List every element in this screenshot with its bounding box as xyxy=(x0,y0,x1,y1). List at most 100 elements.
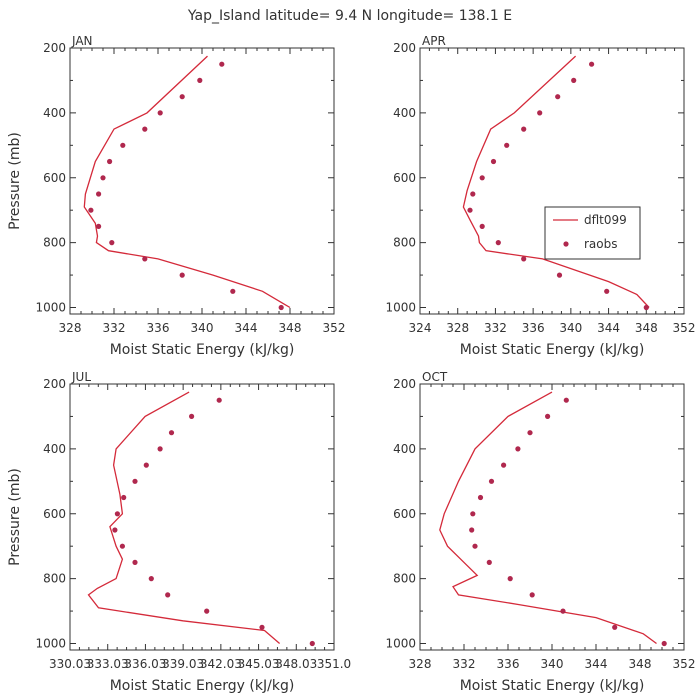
panel-jul-obs-point xyxy=(132,478,138,484)
panel-oct-obs-point xyxy=(469,527,475,533)
x-tick-label: 342.03 xyxy=(200,657,242,671)
panel-apr-obs-point xyxy=(495,240,501,246)
y-tick-label: 200 xyxy=(393,377,416,391)
legend-box xyxy=(544,206,641,260)
panel-jul-obs-point xyxy=(143,462,149,468)
panel-jan-obs-point xyxy=(230,288,236,294)
panel-oct-obs-point xyxy=(545,413,551,419)
panel-jul-obs-point xyxy=(189,413,195,419)
panel-jul-obs-point xyxy=(259,624,265,630)
x-tick-label: 340 xyxy=(559,321,582,335)
panel-apr-obs-point xyxy=(589,61,595,67)
y-tick-label: 200 xyxy=(43,41,66,55)
panel-oct-obs-point xyxy=(486,559,492,566)
panel-oct-obs-point xyxy=(560,608,566,614)
panel-jan-xlabel: Moist Static Energy (kJ/kg) xyxy=(110,342,295,358)
x-tick-label: 339.03 xyxy=(162,657,204,671)
panel-jan-frame xyxy=(69,47,335,315)
panel-jan-obs-point xyxy=(120,142,126,148)
y-tick-label: 1000 xyxy=(385,301,416,315)
y-tick-label: 200 xyxy=(43,377,66,391)
panel-jan-obs-point xyxy=(142,126,148,132)
panel-jan-obs-point xyxy=(100,175,106,181)
panel-jul-obs-point xyxy=(204,608,210,614)
panel-oct-obs-point xyxy=(507,576,513,582)
panel-oct-obs-point xyxy=(527,430,533,436)
x-tick-label: 348 xyxy=(629,657,652,671)
panel-jul-obs-point xyxy=(132,559,138,566)
y-tick-label: 200 xyxy=(393,41,416,55)
panel-jul-obs-point xyxy=(121,494,127,501)
panel-jan-obs-point xyxy=(142,256,148,262)
x-tick-label: 348.03 xyxy=(275,657,317,671)
x-tick-label: 336 xyxy=(497,657,520,671)
x-tick-label: 336.03 xyxy=(124,657,166,671)
panel-jan-label: JAN xyxy=(71,34,93,48)
panel-jul-obs-point xyxy=(165,592,171,598)
panel-apr-xlabel: Moist Static Energy (kJ/kg) xyxy=(460,342,645,358)
panel-oct-obs-point xyxy=(501,462,507,468)
panel-apr-obs-point xyxy=(521,126,527,132)
panel-apr-obs-point xyxy=(556,272,563,278)
panel-oct-obs-point xyxy=(529,592,535,598)
panel-jan-obs-point xyxy=(109,240,115,246)
panel-jul-model-line xyxy=(87,391,281,644)
y-tick-label: 1000 xyxy=(35,637,66,651)
x-tick-label: 333.03 xyxy=(87,657,129,671)
panel-apr: APR 324 328 332 336 340 344 348 352 200 400 600 800 1… xyxy=(385,34,695,358)
panel-jul-obs-point xyxy=(216,397,222,403)
panel-oct-xlabel: Moist Static Energy (kJ/kg) xyxy=(460,678,645,694)
x-tick-label: 352 xyxy=(673,321,696,335)
panel-apr-obs-point xyxy=(479,175,485,181)
panel-apr-obs-point xyxy=(537,110,543,116)
panel-oct-obs-point xyxy=(661,640,667,647)
panel-apr-obs-point xyxy=(467,207,473,213)
x-tick-label: 332 xyxy=(103,321,126,335)
x-tick-label: 345.03 xyxy=(238,657,280,671)
panel-apr-obs-point xyxy=(470,191,476,197)
panel-oct-obs-point xyxy=(470,511,476,517)
legend-obs-label: raobs xyxy=(584,237,618,251)
panel-jul-obs-point xyxy=(114,511,120,517)
panel-oct-label: OCT xyxy=(422,370,448,384)
x-tick-label: 340 xyxy=(541,657,564,671)
panel-oct-obs-point xyxy=(563,397,569,403)
x-tick-label: 351.0 xyxy=(317,657,351,671)
panel-apr-obs-point xyxy=(604,288,610,294)
y-tick-label: 400 xyxy=(393,106,416,120)
y-tick-label: 1000 xyxy=(35,301,66,315)
x-tick-label: 344 xyxy=(235,321,258,335)
panel-oct: OCT 328 332 336 340 344 348 352 200 400 600 800 1000… xyxy=(385,370,695,694)
x-tick-label: 352 xyxy=(673,657,696,671)
panel-jan-obs-point xyxy=(96,223,102,229)
x-tick-label: 344 xyxy=(585,657,608,671)
panel-oct-obs-point xyxy=(515,446,521,452)
panel-jan-obs-point xyxy=(179,272,185,278)
x-tick-label: 352 xyxy=(323,321,346,335)
panel-oct-obs-point xyxy=(488,478,495,484)
x-tick-label: 344 xyxy=(597,321,620,335)
y-tick-label: 800 xyxy=(393,572,416,586)
panel-jan-model-line xyxy=(83,55,291,309)
panel-apr-obs-point xyxy=(643,304,649,311)
y-tick-label: 600 xyxy=(43,507,66,521)
x-tick-label: 348 xyxy=(279,321,302,335)
panel-oct-obs-point xyxy=(612,624,618,630)
panel-jan-obs-point xyxy=(179,94,185,100)
figure-title: Yap_Island latitude= 9.4 N longitude= 13… xyxy=(187,8,512,24)
panel-jul-obs-point xyxy=(168,430,175,436)
y-tick-label: 600 xyxy=(393,507,416,521)
y-tick-label: 400 xyxy=(43,442,66,456)
panel-jul-obs-point xyxy=(309,640,315,647)
panel-apr-label: APR xyxy=(422,34,446,48)
panel-apr-obs-point xyxy=(521,256,527,262)
panel-jan-ylabel: Pressure (mb) xyxy=(7,132,23,230)
panel-jul-obs-point xyxy=(157,446,163,452)
panel-jul-ylabel: Pressure (mb) xyxy=(7,468,23,566)
panel-oct-obs-point xyxy=(477,494,484,501)
panels-group: JAN 328 332 336 340 344 348 352 200 400 600 800 1000… xyxy=(7,34,695,694)
x-tick-label: 340 xyxy=(191,321,214,335)
x-tick-label: 332 xyxy=(453,657,476,671)
panel-jul: JUL330.03333.03336.03339.03342.03345.033… xyxy=(7,370,351,694)
